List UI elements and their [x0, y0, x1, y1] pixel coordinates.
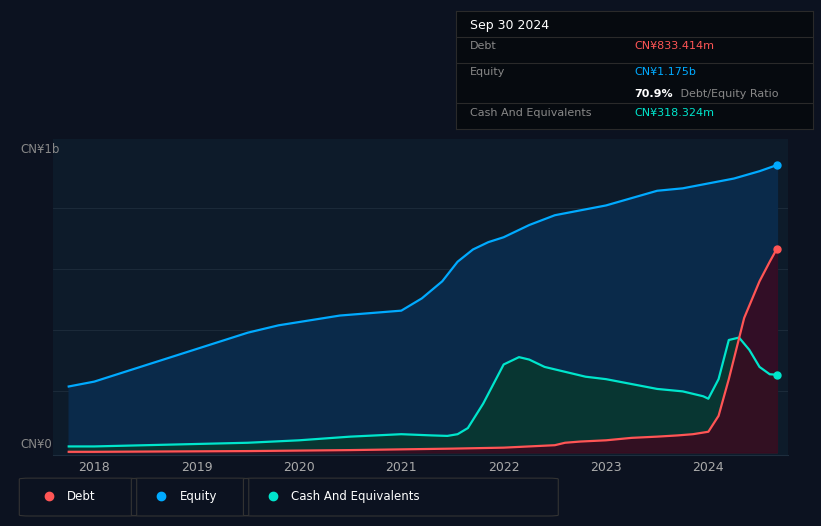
Text: Equity: Equity — [180, 490, 217, 503]
Text: 70.9%: 70.9% — [635, 88, 673, 99]
Text: Cash And Equivalents: Cash And Equivalents — [470, 108, 591, 118]
Text: CN¥1.175b: CN¥1.175b — [635, 67, 696, 77]
Text: Sep 30 2024: Sep 30 2024 — [470, 19, 549, 32]
Text: CN¥318.324m: CN¥318.324m — [635, 108, 714, 118]
Text: Debt: Debt — [67, 490, 96, 503]
Text: Equity: Equity — [470, 67, 505, 77]
Text: Debt: Debt — [470, 42, 497, 52]
Text: Cash And Equivalents: Cash And Equivalents — [291, 490, 420, 503]
Text: Debt/Equity Ratio: Debt/Equity Ratio — [677, 88, 778, 99]
Text: CN¥833.414m: CN¥833.414m — [635, 42, 714, 52]
Text: CN¥0: CN¥0 — [21, 438, 53, 451]
Text: CN¥1b: CN¥1b — [21, 144, 60, 156]
